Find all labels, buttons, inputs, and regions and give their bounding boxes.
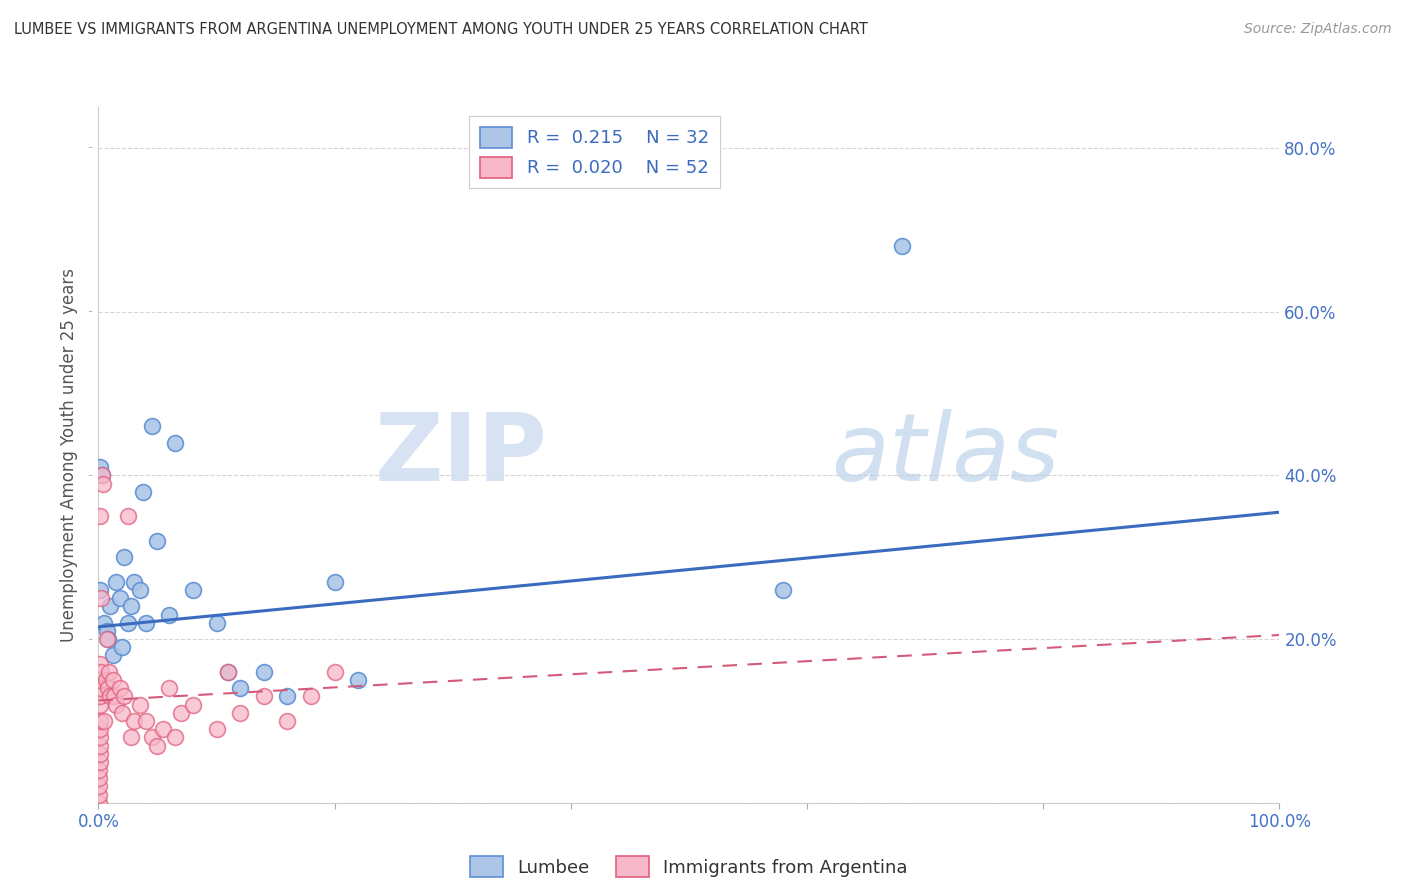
Point: [217, 665, 239, 679]
Point: [170, 706, 193, 720]
Point: [89, 657, 111, 671]
Text: ZIP: ZIP: [374, 409, 547, 501]
Point: [253, 665, 276, 679]
Point: [229, 706, 252, 720]
Point: [772, 582, 794, 597]
Point: [141, 731, 163, 745]
Point: [117, 615, 139, 630]
Point: [103, 690, 125, 704]
Point: [135, 714, 157, 728]
Point: [96, 632, 118, 646]
Point: [165, 435, 187, 450]
Point: [276, 714, 298, 728]
Point: [217, 665, 239, 679]
Point: [205, 722, 228, 736]
Point: [98, 665, 121, 679]
Point: [122, 714, 145, 728]
Legend: Lumbee, Immigrants from Argentina: Lumbee, Immigrants from Argentina: [463, 849, 915, 884]
Point: [87, 796, 110, 810]
Point: [89, 582, 111, 597]
Point: [157, 681, 180, 696]
Point: [89, 714, 111, 728]
Point: [112, 690, 135, 704]
Point: [121, 731, 143, 745]
Point: [135, 615, 157, 630]
Point: [122, 574, 145, 589]
Point: [91, 468, 114, 483]
Point: [111, 706, 134, 720]
Point: [97, 632, 120, 646]
Point: [89, 722, 111, 736]
Point: [90, 591, 112, 606]
Point: [181, 582, 204, 597]
Point: [89, 690, 111, 704]
Point: [229, 681, 252, 696]
Point: [146, 739, 169, 753]
Point: [89, 698, 111, 712]
Point: [89, 731, 111, 745]
Point: [141, 419, 163, 434]
Point: [94, 673, 117, 687]
Point: [128, 698, 150, 712]
Point: [890, 239, 912, 253]
Point: [253, 690, 276, 704]
Point: [105, 698, 128, 712]
Point: [105, 574, 128, 589]
Point: [89, 763, 111, 777]
Y-axis label: Unemployment Among Youth under 25 years: Unemployment Among Youth under 25 years: [60, 268, 79, 642]
Point: [91, 468, 114, 483]
Point: [111, 640, 134, 655]
Point: [98, 599, 121, 614]
Point: [97, 681, 120, 696]
Point: [323, 574, 346, 589]
Point: [89, 771, 111, 785]
Point: [157, 607, 180, 622]
Point: [121, 599, 143, 614]
Point: [205, 615, 228, 630]
Text: atlas: atlas: [831, 409, 1059, 500]
Point: [89, 780, 111, 794]
Point: [165, 731, 187, 745]
Point: [323, 665, 346, 679]
Point: [108, 591, 131, 606]
Point: [146, 533, 169, 548]
Text: LUMBEE VS IMMIGRANTS FROM ARGENTINA UNEMPLOYMENT AMONG YOUTH UNDER 25 YEARS CORR: LUMBEE VS IMMIGRANTS FROM ARGENTINA UNEM…: [14, 22, 868, 37]
Point: [299, 690, 322, 704]
Point: [87, 788, 110, 802]
Point: [347, 673, 370, 687]
Point: [90, 665, 112, 679]
Point: [101, 648, 124, 663]
Point: [89, 739, 111, 753]
Point: [101, 673, 124, 687]
Point: [276, 690, 298, 704]
Point: [117, 509, 139, 524]
Point: [89, 460, 111, 475]
Point: [108, 681, 131, 696]
Point: [89, 681, 111, 696]
Point: [89, 509, 111, 524]
Point: [181, 698, 204, 712]
Point: [152, 722, 174, 736]
Point: [93, 615, 115, 630]
Point: [128, 582, 150, 597]
Point: [132, 484, 155, 499]
Point: [112, 550, 135, 565]
Point: [96, 624, 118, 638]
Text: Source: ZipAtlas.com: Source: ZipAtlas.com: [1244, 22, 1392, 37]
Point: [89, 673, 111, 687]
Point: [89, 747, 111, 761]
Point: [91, 476, 114, 491]
Point: [89, 755, 111, 769]
Point: [98, 690, 121, 704]
Point: [93, 714, 115, 728]
